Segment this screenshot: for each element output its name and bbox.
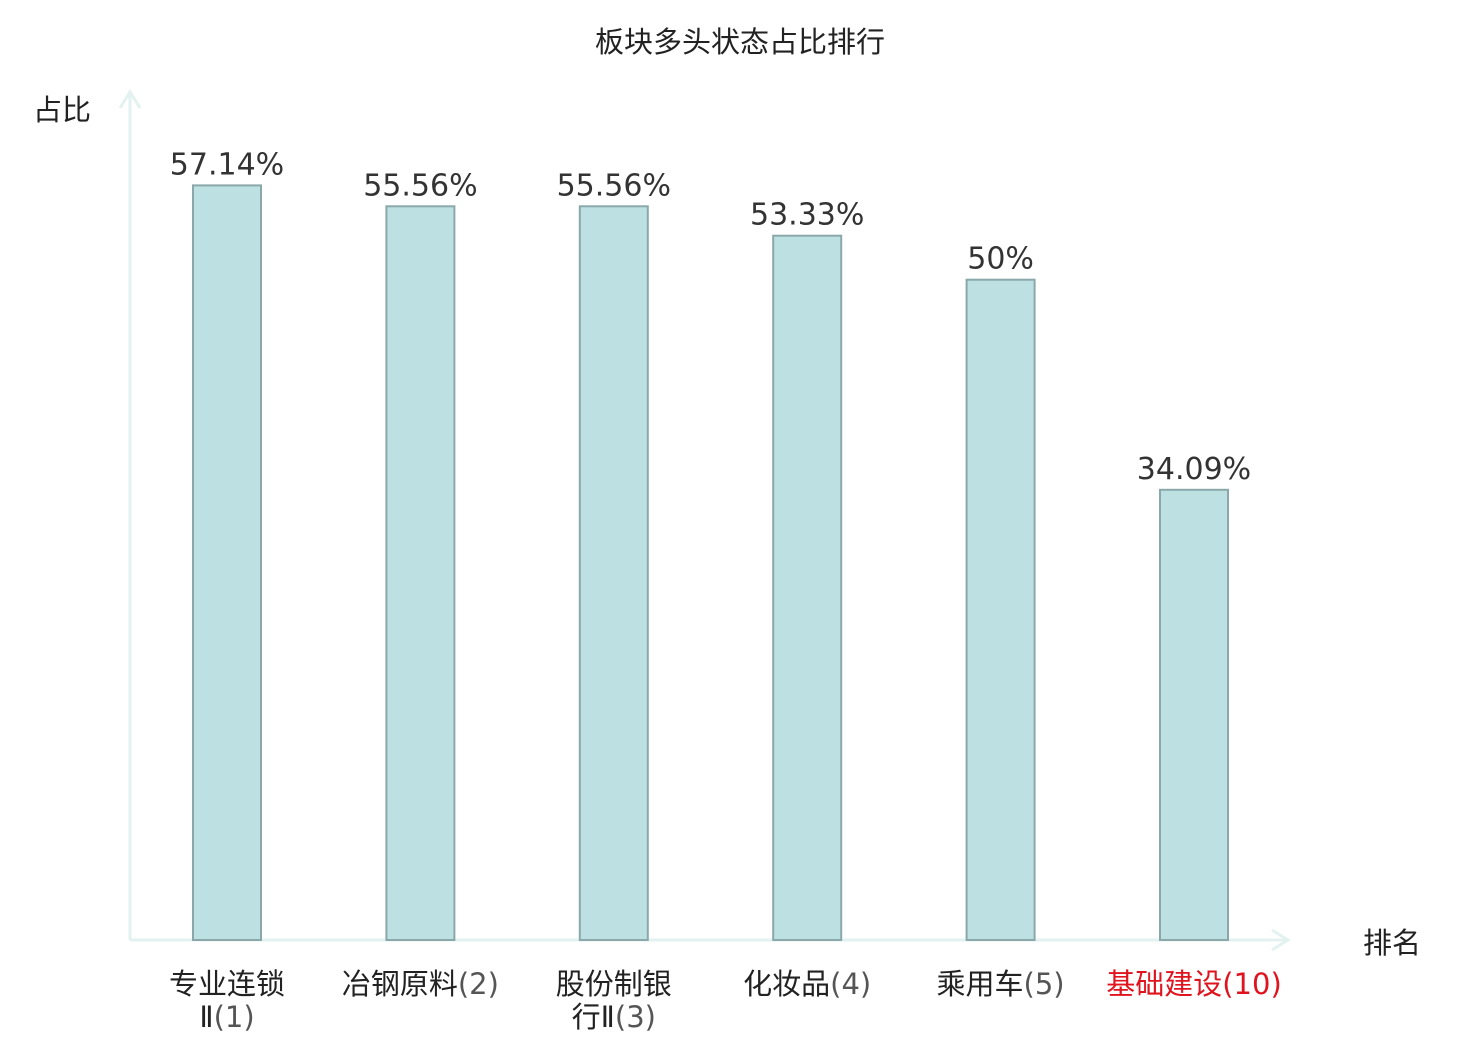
- axes: [118, 89, 1291, 952]
- category-labels-group: 专业连锁 Ⅱ(1) 冶钢原料(2) 股份制银行Ⅱ(3) 化妆品(4) 乘用车(5) 基础建设…: [169, 967, 1282, 1034]
- y-axis-label: 占比: [33, 93, 91, 127]
- category-label-4: 化妆品(4): [743, 967, 871, 1001]
- bars-group: [192, 184, 1229, 942]
- y-axis-arrow-icon: [118, 89, 142, 109]
- value-label-6: 34.09%: [1137, 452, 1251, 487]
- value-label-3: 55.56%: [557, 168, 671, 203]
- value-label-1: 57.14%: [170, 147, 284, 182]
- bar-4: [772, 234, 843, 941]
- category-label-2: 冶钢原料(2): [342, 967, 499, 1001]
- bar-5: [965, 278, 1036, 941]
- category-label-5: 乘用车(5): [937, 967, 1065, 1001]
- category-label-1: 专业连锁 Ⅱ(1): [169, 967, 285, 1034]
- value-label-2: 55.56%: [363, 168, 477, 203]
- category-label-6: 基础建设(10): [1106, 967, 1282, 1001]
- value-labels-group: 57.14% 55.56% 55.56% 53.33% 50% 34.09%: [170, 147, 1251, 486]
- category-label-3: 股份制银行Ⅱ(3): [556, 967, 672, 1034]
- value-label-5: 50%: [967, 242, 1034, 277]
- bar-1: [192, 184, 262, 941]
- x-axis-arrow-icon: [1271, 928, 1291, 952]
- value-label-4: 53.33%: [750, 198, 864, 233]
- bar-3: [578, 205, 649, 942]
- chart-title: 板块多头状态占比排行: [595, 25, 885, 59]
- bar-6: [1159, 488, 1229, 941]
- x-axis-label: 排名: [1363, 926, 1421, 960]
- bar-2: [385, 205, 456, 942]
